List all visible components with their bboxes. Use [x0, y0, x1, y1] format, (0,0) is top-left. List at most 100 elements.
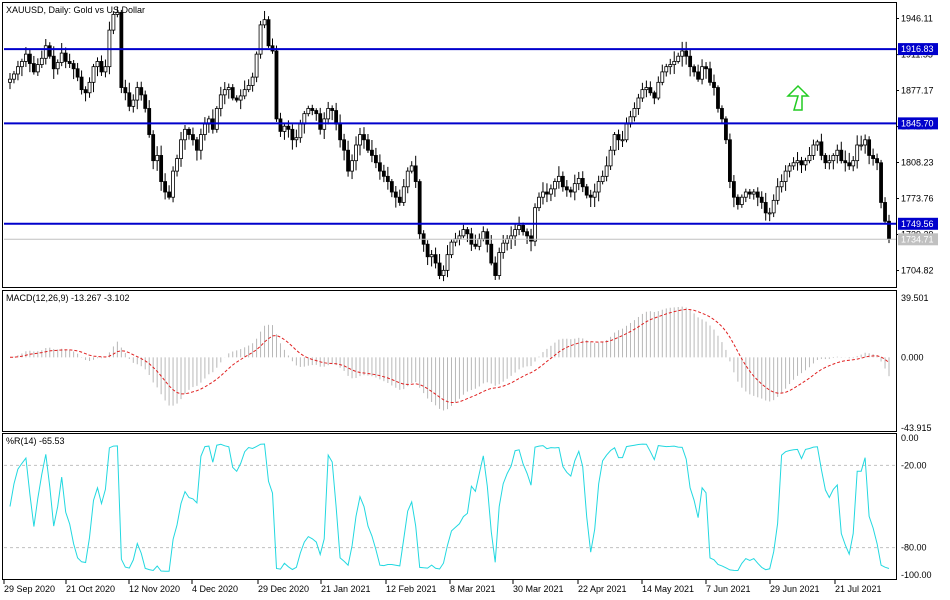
- level-price-tag: [898, 217, 938, 230]
- candle-body: [346, 149, 350, 172]
- candle: [545, 183, 549, 203]
- candle-body: [254, 53, 259, 78]
- candle-body: [823, 155, 828, 164]
- candle-body: [485, 231, 490, 245]
- candle: [803, 157, 808, 171]
- candle: [863, 134, 868, 154]
- candle: [226, 83, 231, 99]
- candle-body: [405, 170, 410, 188]
- candle: [199, 128, 203, 160]
- candle: [855, 135, 860, 169]
- candle: [282, 124, 287, 140]
- candle-body: [151, 134, 156, 162]
- candle-body: [310, 108, 315, 111]
- candle-body: [489, 243, 494, 264]
- candle-body: [457, 235, 462, 240]
- candle: [449, 239, 454, 259]
- candle: [708, 61, 712, 86]
- candle-body: [298, 123, 303, 139]
- horizontal-levels[interactable]: 1916.83 1845.70 1749.56 1734.71: [4, 43, 938, 246]
- candle-body: [318, 113, 323, 130]
- candle-body: [807, 155, 812, 162]
- candle-body: [67, 61, 72, 64]
- candle: [632, 102, 637, 122]
- candle: [238, 89, 243, 110]
- candle-body: [71, 63, 76, 70]
- candle-body: [600, 175, 605, 182]
- candle-body: [350, 160, 354, 172]
- candle: [417, 179, 422, 240]
- candle-body: [851, 160, 856, 167]
- candle: [795, 152, 800, 171]
- candle: [819, 133, 824, 161]
- candle: [306, 105, 311, 117]
- candle-body: [819, 141, 824, 156]
- candle-body: [521, 225, 525, 233]
- candle-body: [20, 61, 24, 68]
- candle: [541, 182, 545, 205]
- candle: [664, 63, 669, 77]
- candle: [600, 170, 605, 185]
- candle-body: [644, 87, 649, 91]
- candle-body: [572, 183, 577, 193]
- candle: [127, 82, 132, 112]
- candle: [63, 47, 68, 69]
- candle-body: [59, 52, 64, 63]
- candle: [354, 136, 358, 171]
- candle: [139, 81, 144, 101]
- candle-body: [632, 108, 637, 118]
- candle-body: [875, 158, 879, 164]
- wpr-panel: [2, 433, 897, 580]
- candle: [445, 245, 450, 278]
- candle: [668, 58, 673, 75]
- candle: [254, 51, 259, 83]
- candle-body: [592, 191, 597, 198]
- candle: [823, 153, 828, 169]
- candle-body: [425, 243, 430, 258]
- candle: [700, 59, 704, 85]
- candle: [39, 50, 44, 68]
- candle: [759, 191, 764, 209]
- candle-body: [115, 11, 120, 15]
- time-tick-label: 29 Jun 2021: [770, 584, 820, 594]
- candle-body: [684, 50, 689, 57]
- candle: [660, 64, 665, 86]
- candle: [91, 63, 96, 93]
- candle: [111, 11, 116, 35]
- candle-body: [795, 160, 800, 164]
- macd-signal-line: [9, 308, 890, 403]
- candle: [47, 42, 52, 59]
- candle: [163, 173, 168, 200]
- candle-body: [517, 225, 522, 231]
- wpr-axis: 0.00 -20.00 -80.00 -100.00: [901, 433, 932, 580]
- candle: [879, 159, 883, 209]
- candle: [330, 105, 335, 121]
- candle: [549, 184, 553, 202]
- candle: [485, 228, 490, 253]
- candle-body: [354, 144, 358, 162]
- candle: [871, 148, 876, 166]
- candle: [684, 41, 689, 65]
- candle-body: [135, 87, 140, 101]
- candle-body: [314, 110, 319, 115]
- wpr-tick-label: -80.00: [901, 543, 927, 553]
- candle: [159, 145, 164, 191]
- candle: [147, 100, 152, 138]
- candle-body: [783, 170, 788, 182]
- candle: [747, 188, 752, 199]
- candle-body: [847, 162, 852, 167]
- candle: [636, 93, 641, 115]
- candle: [191, 127, 195, 146]
- candle: [692, 64, 697, 77]
- candle: [370, 140, 374, 163]
- candle-body: [537, 196, 541, 209]
- candle-body: [576, 178, 581, 185]
- candle-body: [75, 68, 80, 78]
- candle: [612, 132, 617, 156]
- candle-body: [91, 66, 96, 83]
- candle-body: [429, 254, 434, 258]
- level-price-tag: [898, 117, 938, 130]
- candle: [815, 139, 820, 151]
- candle: [179, 131, 183, 167]
